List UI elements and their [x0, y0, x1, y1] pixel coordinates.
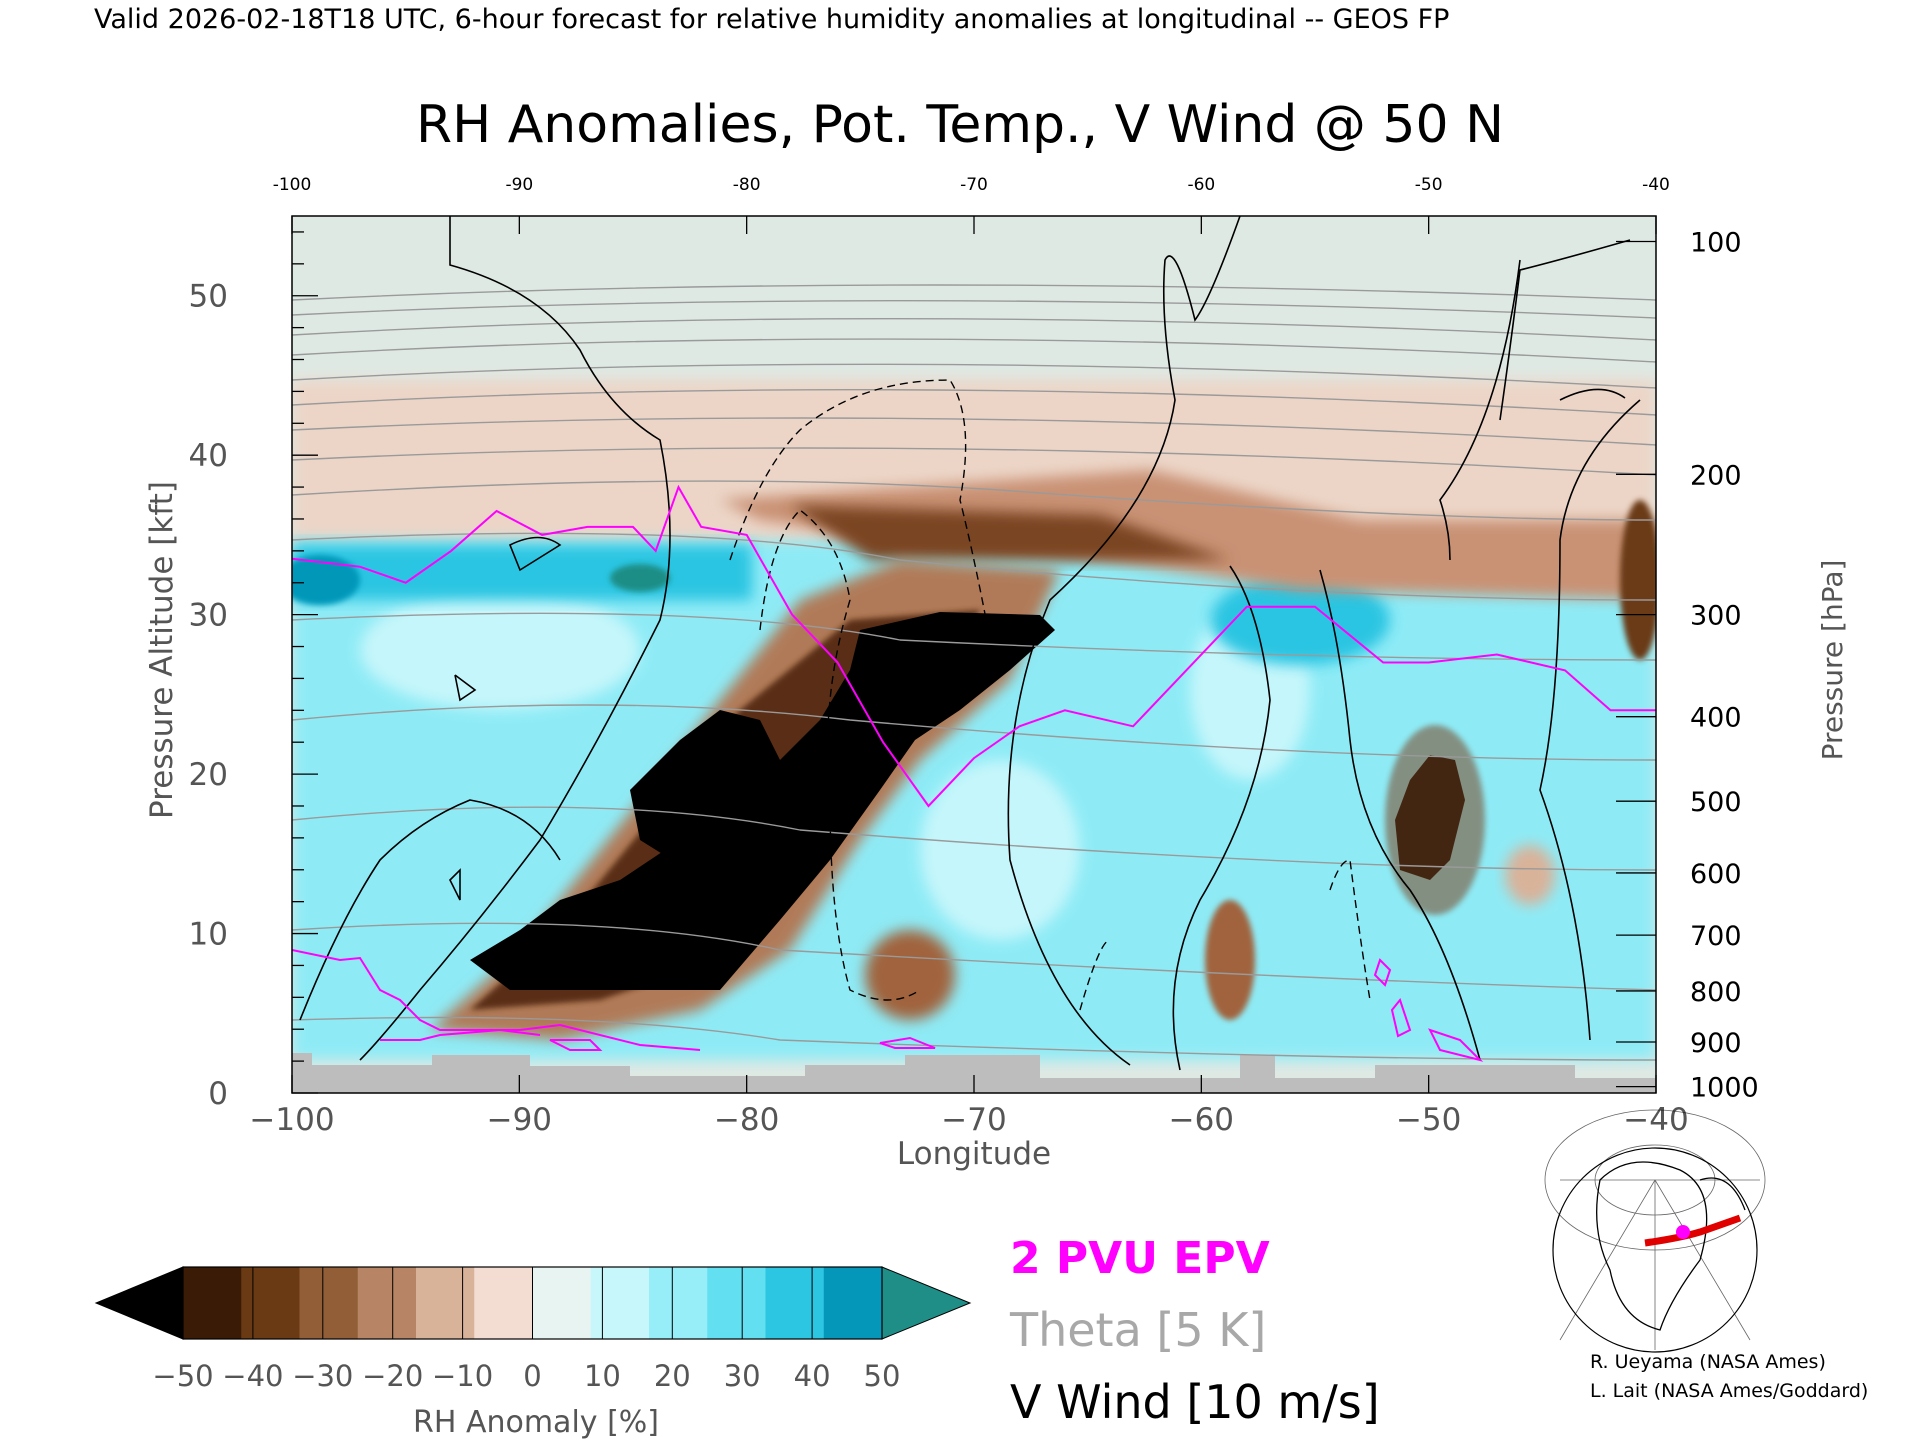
pressure-tick-label: 700 [1690, 921, 1742, 952]
y-axis-right-label: Pressure [hPa] [1816, 560, 1849, 761]
colorbar-tick-label: 50 [864, 1359, 901, 1393]
pressure-tick-label: 900 [1690, 1028, 1742, 1059]
x-tick-label: −70 [941, 1102, 1006, 1138]
chart-title: RH Anomalies, Pot. Temp., V Wind @ 50 N [416, 95, 1504, 155]
colorbar-tick-label: −30 [292, 1359, 353, 1393]
colorbar-tick-label: −50 [152, 1359, 213, 1393]
legend-theta: Theta [5 K] [1009, 1303, 1266, 1357]
colorbar-swatch [765, 1267, 825, 1339]
y-tick-label: 40 [189, 438, 228, 474]
pressure-tick-label: 100 [1690, 228, 1742, 259]
v-wind-negative-contours [729, 379, 1371, 1011]
x-axis-top-labels: -100 -90 -80 -70 -60 -50 -40 [273, 175, 1670, 195]
rh-anomaly-field [292, 216, 1656, 1093]
legend-epv: 2 PVU EPV [1010, 1233, 1270, 1284]
colorbar-swatch [474, 1267, 533, 1339]
colorbar-tick-label: −10 [432, 1359, 493, 1393]
colorbar-tick-label: 20 [654, 1359, 691, 1393]
pressure-tick-label: 600 [1690, 859, 1742, 890]
v-wind-contours [299, 216, 1641, 1071]
y-tick-label: 0 [208, 1076, 228, 1112]
x-top-tick-label: -70 [960, 175, 988, 195]
colorbar-tick-label: 30 [724, 1359, 761, 1393]
colorbar-swatch [590, 1267, 650, 1339]
y-tick-label: 50 [189, 279, 228, 315]
rh-colorbar [94, 1266, 972, 1340]
colorbar-tick-label: 10 [584, 1359, 621, 1393]
colorbar-swatch [707, 1267, 766, 1339]
colorbar-tick-label: 40 [794, 1359, 831, 1393]
colorbar-swatch [241, 1267, 300, 1339]
x-tick-label: −90 [487, 1102, 552, 1138]
x-tick-label: −80 [714, 1102, 779, 1138]
x-tick-label: −50 [1396, 1102, 1461, 1138]
y-axis-left-labels: 0 10 20 30 40 50 [189, 279, 228, 1112]
pressure-tick-label: 300 [1690, 601, 1742, 632]
location-map-inset [1544, 1109, 1766, 1353]
pressure-tick-label: 200 [1690, 460, 1742, 491]
colorbar-tick-labels: −50 −40 −30 −20 −10 0 10 20 30 40 50 [152, 1359, 900, 1393]
x-top-tick-label: -80 [733, 175, 761, 195]
colorbar-swatch [532, 1267, 592, 1339]
credit-line-1: R. Ueyama (NASA Ames) [1590, 1351, 1826, 1373]
theta-contours [292, 284, 1656, 1061]
y-tick-label: 30 [189, 598, 228, 634]
y-axis-right-labels: 100 200 300 400 500 600 700 800 900 1000 [1690, 228, 1759, 1104]
x-top-tick-label: -50 [1415, 175, 1443, 195]
colorbar-swatch [649, 1267, 708, 1339]
colorbar-swatch [416, 1267, 475, 1339]
colorbar-swatch [299, 1267, 359, 1339]
x-tick-label: −60 [1169, 1102, 1234, 1138]
colorbar-tick-label: 0 [523, 1359, 541, 1393]
x-tick-label: −100 [249, 1102, 334, 1138]
credit-line-2: L. Lait (NASA Ames/Goddard) [1590, 1380, 1868, 1402]
y-axis-left-label: Pressure Altitude [kft] [144, 481, 180, 819]
x-top-tick-label: -60 [1187, 175, 1215, 195]
epv-2pvu-line [292, 484, 1656, 808]
pressure-tick-label: 800 [1690, 977, 1742, 1008]
valid-time-header: Valid 2026-02-18T18 UTC, 6-hour forecast… [94, 4, 1449, 35]
colorbar-high-arrow [881, 1266, 972, 1340]
x-top-tick-label: -40 [1642, 175, 1670, 195]
colorbar-swatch [823, 1267, 883, 1339]
colorbar-swatch [357, 1267, 417, 1339]
pressure-tick-label: 1000 [1690, 1073, 1759, 1104]
colorbar-label: RH Anomaly [%] [413, 1405, 659, 1440]
colorbar-tick-label: −40 [222, 1359, 283, 1393]
legend-vwind: V Wind [10 m/s] [1010, 1375, 1380, 1429]
y-tick-label: 20 [189, 757, 228, 793]
axis-ticks [291, 216, 1657, 1094]
y-tick-label: 10 [189, 917, 228, 953]
x-axis-label: Longitude [897, 1136, 1051, 1172]
pressure-tick-label: 400 [1690, 703, 1742, 734]
x-top-tick-label: -90 [505, 175, 533, 195]
colorbar-low-arrow [94, 1266, 184, 1340]
x-axis-bottom-labels: −100 −90 −80 −70 −60 −50 −40 [249, 1102, 1688, 1138]
colorbar-tick-label: −20 [362, 1359, 423, 1393]
x-top-tick-label: -100 [273, 175, 312, 195]
x-tick-label: −40 [1623, 1102, 1688, 1138]
pressure-tick-label: 500 [1690, 787, 1742, 818]
epv-surface-contours [292, 949, 1484, 1062]
colorbar-swatch [183, 1267, 242, 1339]
